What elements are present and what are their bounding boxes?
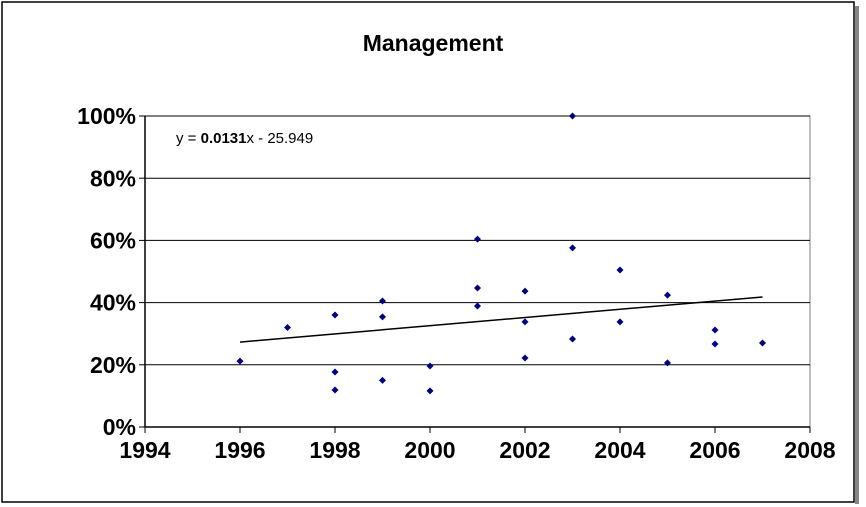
y-tick-label: 80%: [90, 165, 136, 191]
data-point: [331, 311, 339, 319]
data-point: [616, 318, 624, 326]
y-tick-label: 60%: [90, 227, 136, 253]
data-point: [236, 357, 244, 365]
trendline: [239, 296, 763, 343]
data-point: [664, 291, 671, 299]
data-point: [426, 362, 434, 370]
data-point: [379, 297, 386, 305]
x-tick-label: 1998: [309, 437, 360, 463]
x-tick-label: 2002: [499, 437, 550, 463]
data-point: [474, 302, 481, 310]
data-point: [426, 387, 434, 395]
border-shadow: [855, 6, 859, 504]
data-point: [474, 235, 481, 243]
data-point: [569, 244, 576, 252]
x-tick-label: 2008: [784, 437, 835, 463]
equation-coef: 0.0131: [201, 130, 247, 147]
x-tick-label: 1994: [119, 437, 170, 463]
y-tick-label: 0%: [103, 414, 136, 440]
data-point: [759, 339, 766, 347]
data-point: [569, 112, 576, 120]
y-tick-label: 20%: [90, 352, 136, 378]
data-point: [521, 287, 529, 295]
data-point: [521, 318, 529, 326]
y-tick-label: 40%: [90, 290, 136, 316]
chart-border: [1, 1, 855, 503]
data-point: [331, 386, 339, 394]
data-point: [664, 359, 671, 367]
data-point: [711, 340, 719, 348]
data-point: [379, 376, 386, 384]
data-point: [284, 323, 291, 331]
x-tick-label: 2006: [689, 437, 740, 463]
data-point: [616, 266, 624, 274]
x-tick-label: 1996: [214, 437, 265, 463]
y-tick-label: 100%: [77, 103, 136, 129]
trend-equation: y = 0.0131x - 25.949: [176, 130, 313, 147]
chart-title: Management: [363, 30, 504, 56]
data-point: [711, 326, 719, 334]
x-tick-label: 2004: [594, 437, 645, 463]
data-point: [379, 313, 386, 321]
data-point: [521, 354, 529, 362]
data-point: [569, 335, 576, 343]
equation-prefix: y =: [176, 130, 201, 147]
data-point: [474, 284, 481, 292]
equation-suffix: x - 25.949: [247, 130, 314, 147]
data-point: [331, 368, 339, 376]
x-tick-label: 2000: [404, 437, 455, 463]
